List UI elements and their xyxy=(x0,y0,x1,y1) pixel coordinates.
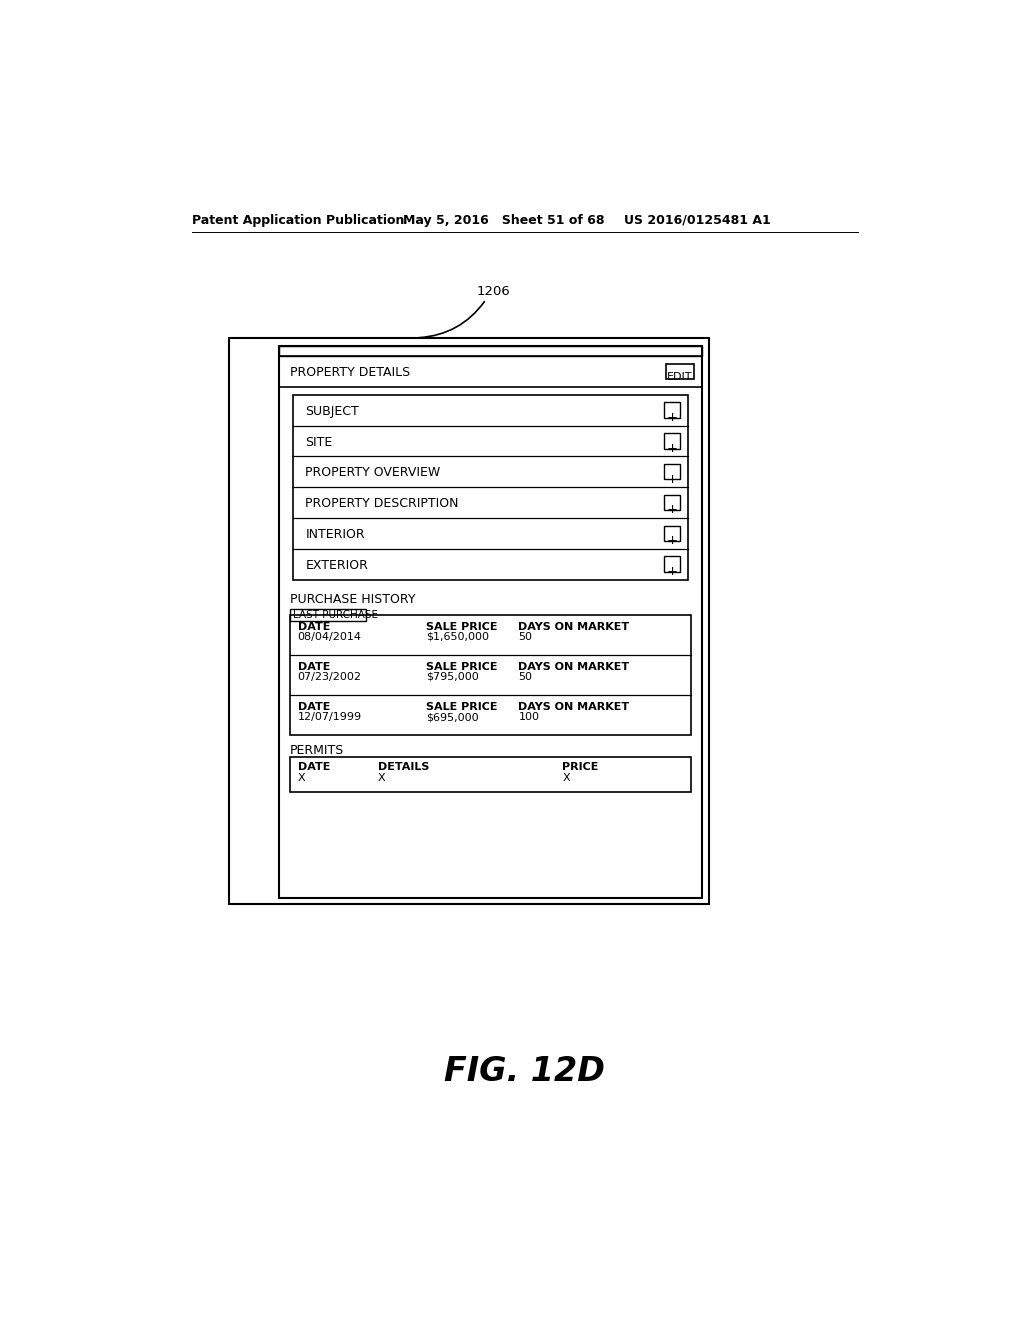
Text: DATE: DATE xyxy=(298,762,330,772)
Bar xyxy=(665,557,680,572)
Text: $1,650,000: $1,650,000 xyxy=(426,632,489,642)
Text: +: + xyxy=(667,503,678,516)
Bar xyxy=(293,395,687,579)
Bar xyxy=(665,465,680,479)
Text: INTERIOR: INTERIOR xyxy=(305,528,366,541)
Text: LAST PURCHASE: LAST PURCHASE xyxy=(293,610,378,620)
Text: PERMITS: PERMITS xyxy=(290,744,344,758)
Text: PURCHASE HISTORY: PURCHASE HISTORY xyxy=(290,594,416,606)
Text: PROPERTY DESCRIPTION: PROPERTY DESCRIPTION xyxy=(305,498,459,511)
Text: EDIT: EDIT xyxy=(667,372,692,383)
Text: PROPERTY DETAILS: PROPERTY DETAILS xyxy=(290,367,410,379)
Text: DATE: DATE xyxy=(298,622,330,632)
Text: SITE: SITE xyxy=(305,436,333,449)
Text: X: X xyxy=(378,774,386,783)
Text: DAYS ON MARKET: DAYS ON MARKET xyxy=(518,622,630,632)
Text: 50: 50 xyxy=(518,632,532,642)
Bar xyxy=(290,756,690,792)
Text: +: + xyxy=(667,411,678,424)
Text: 12/07/1999: 12/07/1999 xyxy=(298,711,361,722)
Text: 1206: 1206 xyxy=(477,285,511,298)
Text: DATE: DATE xyxy=(298,702,330,711)
Text: 08/04/2014: 08/04/2014 xyxy=(298,632,361,642)
Text: X: X xyxy=(298,774,305,783)
Text: US 2016/0125481 A1: US 2016/0125481 A1 xyxy=(624,214,771,227)
Text: $695,000: $695,000 xyxy=(426,711,479,722)
Text: +: + xyxy=(667,565,678,578)
Bar xyxy=(228,338,710,904)
Text: SUBJECT: SUBJECT xyxy=(305,405,359,418)
Text: EXTERIOR: EXTERIOR xyxy=(305,558,369,572)
Bar xyxy=(665,495,680,511)
Bar xyxy=(290,609,366,622)
Bar xyxy=(280,346,701,899)
Text: SALE PRICE: SALE PRICE xyxy=(426,622,498,632)
Text: DATE: DATE xyxy=(298,663,330,672)
Text: +: + xyxy=(667,442,678,455)
Text: +: + xyxy=(667,473,678,486)
Bar xyxy=(280,356,701,387)
Text: May 5, 2016   Sheet 51 of 68: May 5, 2016 Sheet 51 of 68 xyxy=(403,214,604,227)
Bar xyxy=(280,346,701,356)
Bar xyxy=(665,403,680,418)
Text: DETAILS: DETAILS xyxy=(378,762,429,772)
Text: X: X xyxy=(562,774,570,783)
Text: 07/23/2002: 07/23/2002 xyxy=(298,672,361,682)
Text: $795,000: $795,000 xyxy=(426,672,479,682)
Text: 50: 50 xyxy=(518,672,532,682)
Text: DAYS ON MARKET: DAYS ON MARKET xyxy=(518,663,630,672)
Text: Patent Application Publication: Patent Application Publication xyxy=(191,214,403,227)
Bar xyxy=(665,433,680,449)
Text: +: + xyxy=(667,535,678,548)
Text: FIG. 12D: FIG. 12D xyxy=(444,1056,605,1089)
Text: SALE PRICE: SALE PRICE xyxy=(426,702,498,711)
Bar xyxy=(666,364,693,379)
Text: SALE PRICE: SALE PRICE xyxy=(426,663,498,672)
Text: DAYS ON MARKET: DAYS ON MARKET xyxy=(518,702,630,711)
Text: PROPERTY OVERVIEW: PROPERTY OVERVIEW xyxy=(305,466,440,479)
Text: PRICE: PRICE xyxy=(562,762,599,772)
Text: 100: 100 xyxy=(518,711,540,722)
Bar xyxy=(665,525,680,541)
Bar xyxy=(290,615,690,735)
